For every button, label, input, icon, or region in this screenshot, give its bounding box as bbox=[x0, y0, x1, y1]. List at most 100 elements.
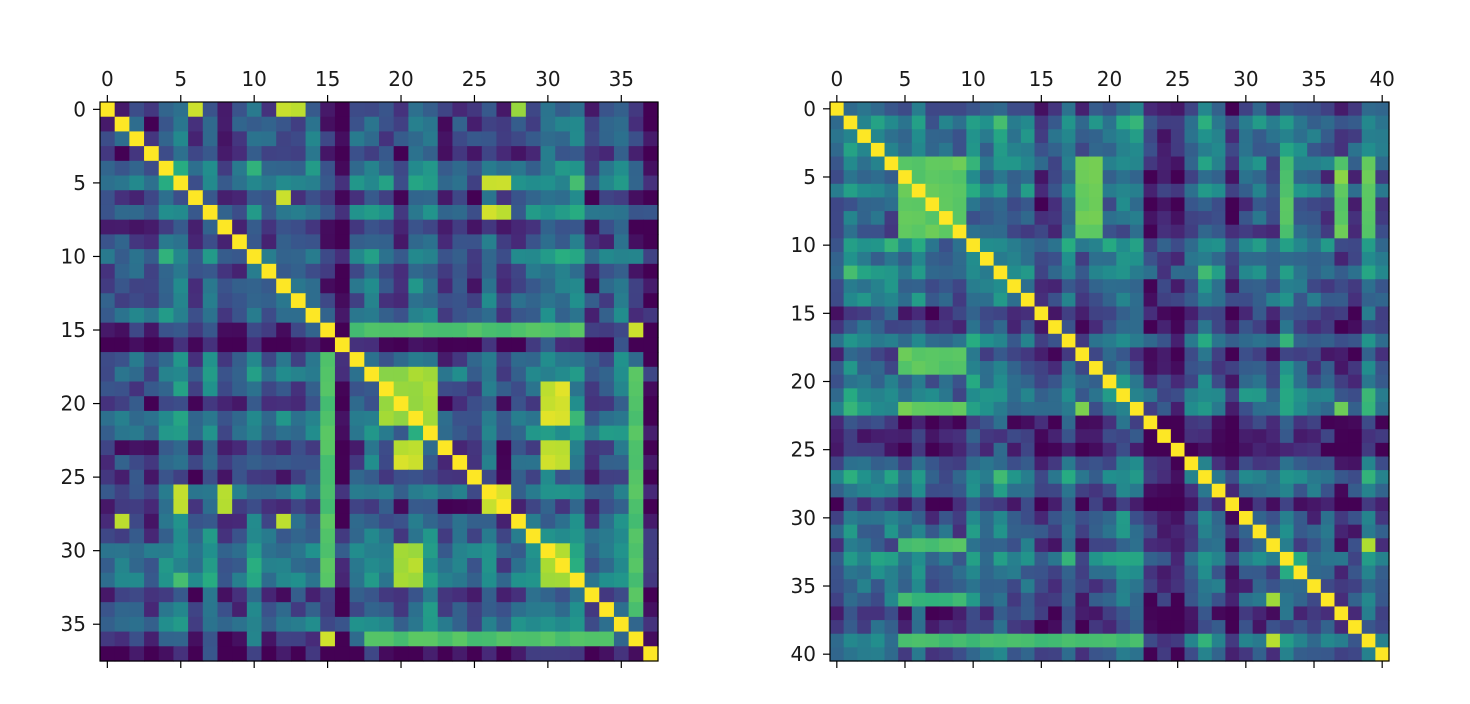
heatmap-cell bbox=[1266, 633, 1281, 648]
heatmap-cell bbox=[437, 337, 454, 353]
heatmap-cell bbox=[843, 142, 858, 158]
heatmap-cell bbox=[393, 102, 409, 118]
heatmap-cell bbox=[555, 616, 571, 633]
heatmap-cell bbox=[496, 146, 512, 162]
heatmap-cell bbox=[843, 279, 858, 294]
heatmap-cell bbox=[1252, 361, 1267, 376]
heatmap-cell bbox=[1034, 633, 1049, 648]
heatmap-cell bbox=[643, 572, 659, 589]
heatmap-cell bbox=[1307, 224, 1322, 239]
heatmap-cell bbox=[1143, 579, 1158, 594]
heatmap-cell bbox=[261, 337, 277, 353]
heatmap-cell bbox=[1170, 129, 1186, 144]
heatmap-cell bbox=[173, 278, 189, 294]
heatmap-cell bbox=[1279, 333, 1295, 349]
heatmap-cell bbox=[569, 322, 586, 338]
heatmap-cell bbox=[496, 160, 512, 177]
heatmap-cell bbox=[379, 587, 395, 603]
heatmap-cell bbox=[628, 513, 644, 530]
heatmap-cell bbox=[1211, 129, 1226, 144]
heatmap-cell bbox=[1184, 197, 1199, 212]
heatmap-cell bbox=[1225, 279, 1240, 294]
heatmap-cell bbox=[599, 322, 615, 338]
heatmap-cell bbox=[232, 175, 248, 191]
heatmap-cell bbox=[979, 388, 995, 403]
heatmap-cell bbox=[1320, 320, 1336, 335]
heatmap-cell bbox=[334, 381, 351, 397]
heatmap-cell bbox=[643, 455, 659, 471]
heatmap-cell bbox=[870, 429, 886, 444]
heatmap-cell bbox=[1225, 374, 1240, 389]
heatmap-cell bbox=[481, 263, 498, 280]
heatmap-cell bbox=[202, 410, 219, 427]
heatmap-cell bbox=[379, 646, 395, 662]
heatmap-cell bbox=[911, 497, 927, 512]
heatmap-cell bbox=[1361, 497, 1376, 512]
heatmap-cell bbox=[1102, 251, 1117, 267]
heatmap-cell bbox=[129, 337, 145, 353]
heatmap-cell bbox=[569, 234, 586, 250]
heatmap-cell bbox=[467, 322, 483, 338]
heatmap-cell bbox=[1279, 374, 1295, 389]
heatmap-cell bbox=[261, 263, 277, 280]
heatmap-cell bbox=[100, 366, 116, 383]
heatmap-cell bbox=[100, 631, 116, 647]
heatmap-cell bbox=[1007, 279, 1022, 294]
heatmap-cell bbox=[525, 499, 542, 515]
heatmap-cell bbox=[911, 429, 927, 444]
heatmap-cell bbox=[1102, 401, 1117, 417]
heatmap-cell bbox=[100, 219, 116, 235]
heatmap-cell bbox=[1116, 429, 1131, 444]
heatmap-cell bbox=[232, 160, 248, 177]
heatmap-cell bbox=[1170, 415, 1186, 430]
heatmap-cell bbox=[1307, 429, 1322, 444]
heatmap-cell bbox=[437, 543, 454, 559]
heatmap-cell bbox=[569, 102, 586, 118]
heatmap-cell bbox=[202, 381, 219, 397]
heatmap-cell bbox=[423, 455, 439, 471]
heatmap-cell bbox=[830, 265, 845, 280]
heatmap-cell bbox=[569, 631, 586, 647]
heatmap-cell bbox=[1089, 606, 1104, 621]
heatmap-cell bbox=[1375, 633, 1390, 648]
heatmap-cell bbox=[1157, 265, 1172, 280]
heatmap-cell bbox=[173, 116, 189, 133]
heatmap-cell bbox=[1007, 265, 1022, 280]
heatmap-cell bbox=[349, 602, 365, 618]
heatmap-cell bbox=[290, 146, 307, 162]
heatmap-cell bbox=[613, 425, 630, 441]
heatmap-cell bbox=[452, 263, 468, 280]
heatmap-cell bbox=[1143, 401, 1158, 417]
heatmap-cell bbox=[232, 484, 248, 500]
heatmap-cell bbox=[966, 224, 981, 239]
heatmap-cell bbox=[1129, 197, 1145, 212]
heatmap-cell bbox=[217, 543, 233, 559]
heatmap-cell bbox=[364, 631, 380, 647]
heatmap-cell bbox=[1239, 238, 1254, 253]
heatmap-cells bbox=[100, 102, 659, 662]
heatmap-cell bbox=[966, 292, 981, 308]
heatmap-cell bbox=[555, 160, 571, 177]
heatmap-cell bbox=[898, 142, 913, 158]
heatmap-cell bbox=[1279, 415, 1295, 430]
heatmap-cell bbox=[1320, 415, 1336, 430]
heatmap-cell bbox=[1334, 279, 1349, 294]
heatmap-cell bbox=[467, 249, 483, 265]
heatmap-cell bbox=[613, 278, 630, 294]
heatmap-cell bbox=[1075, 361, 1090, 376]
heatmap-cell bbox=[599, 278, 615, 294]
heatmap-cell bbox=[261, 102, 277, 118]
heatmap-cell bbox=[100, 322, 116, 338]
heatmap-cell bbox=[393, 146, 409, 162]
heatmap-cell bbox=[364, 249, 380, 265]
heatmap-cell bbox=[884, 292, 899, 308]
heatmap-cell bbox=[1020, 265, 1036, 280]
heatmap-cell bbox=[939, 511, 954, 526]
heatmap-cell bbox=[144, 116, 160, 133]
heatmap-cell bbox=[599, 513, 615, 530]
y-tick-label: 5 bbox=[803, 165, 816, 189]
heatmap-cell bbox=[452, 175, 468, 191]
heatmap-cell bbox=[555, 396, 571, 412]
heatmap-cell bbox=[232, 469, 248, 486]
heatmap-cell bbox=[217, 322, 233, 338]
